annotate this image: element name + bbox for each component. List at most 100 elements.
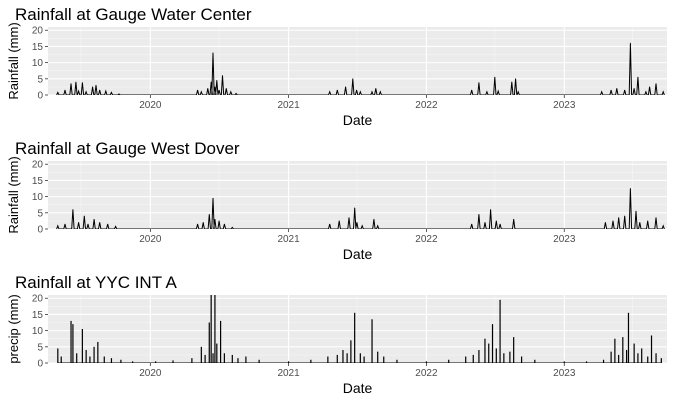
data-point: [78, 90, 79, 92]
data-point: [72, 209, 74, 210]
data-point: [64, 89, 66, 91]
data-point: [214, 218, 216, 220]
data-point: [618, 217, 620, 219]
chart-svg: Rainfall at Gauge Water Center0510152020…: [6, 5, 667, 128]
data-point: [105, 90, 107, 92]
data-point: [81, 82, 83, 84]
data-bar: [191, 358, 193, 363]
data-bar: [633, 343, 635, 363]
data-point: [218, 89, 220, 91]
data-point: [111, 92, 112, 93]
y-axis-label: precip (mm): [6, 294, 21, 363]
chart-title: Rainfall at YYC INT A: [15, 273, 178, 292]
data-bar: [97, 341, 99, 363]
data-point: [352, 78, 354, 80]
data-bar: [223, 353, 225, 363]
data-bar: [448, 359, 450, 363]
y-tick-label: 10: [32, 192, 44, 203]
y-tick-label: 20: [32, 26, 44, 37]
plot-marks: [57, 295, 662, 363]
data-point: [78, 222, 79, 223]
data-bar: [363, 356, 365, 363]
data-point: [478, 214, 480, 215]
data-bar: [131, 361, 134, 363]
data-bar: [231, 354, 233, 363]
data-point: [629, 42, 631, 44]
data-point: [624, 89, 626, 91]
plot-background: [48, 295, 667, 363]
data-point: [210, 81, 212, 83]
x-tick-label: 2022: [415, 100, 438, 111]
data-point: [345, 86, 347, 88]
y-tick-label: 10: [32, 326, 44, 337]
data-point: [70, 83, 72, 85]
chart-title: Rainfall at Gauge West Dover: [15, 139, 240, 158]
y-tick-label: 0: [37, 225, 43, 236]
data-point: [624, 215, 626, 217]
data-bar: [383, 356, 385, 363]
data-point: [115, 226, 117, 227]
data-bar: [70, 320, 72, 363]
data-bar: [219, 320, 222, 363]
data-bar: [110, 358, 113, 363]
data-point: [202, 222, 204, 223]
data-point: [214, 86, 216, 88]
x-tick-label: 2021: [277, 100, 300, 111]
plot-marks: [56, 42, 665, 95]
data-point: [329, 223, 331, 225]
data-bar: [534, 359, 536, 363]
data-point: [197, 223, 198, 225]
data-point: [610, 89, 612, 91]
data-bar: [208, 322, 210, 363]
data-bar: [93, 346, 95, 363]
data-bar: [287, 361, 290, 363]
data-point: [207, 88, 209, 89]
data-point: [494, 76, 496, 78]
data-point: [212, 197, 214, 199]
data-point: [231, 226, 233, 228]
data-bar: [499, 299, 501, 363]
y-tick-label: 10: [32, 58, 44, 69]
data-bar: [513, 337, 515, 363]
data-bar: [425, 361, 428, 363]
data-bar: [346, 353, 348, 363]
data-bar: [641, 348, 643, 363]
y-tick-label: 15: [32, 42, 44, 53]
x-tick-label: 2021: [277, 234, 300, 245]
data-bar: [465, 356, 467, 363]
chart-panel-water-center: Rainfall at Gauge Water Center 0 5 10 15 20 20…: [0, 0, 683, 134]
data-point: [225, 88, 227, 89]
data-point: [605, 222, 606, 223]
y-tick-label: 5: [37, 74, 43, 85]
data-point: [495, 220, 497, 222]
data-bar: [81, 329, 83, 363]
data-point: [356, 222, 358, 223]
x-tick-label: 2022: [415, 234, 438, 245]
data-bar: [60, 356, 62, 363]
x-tick-label: 2020: [139, 100, 162, 111]
data-point: [329, 91, 331, 93]
data-point: [515, 78, 516, 80]
chart-svg: Rainfall at Gauge West Dover051015202020…: [6, 139, 667, 262]
x-tick-label: 2023: [553, 234, 576, 245]
data-bar: [622, 337, 624, 363]
data-bar: [520, 356, 523, 363]
chart-panel-yyc-int-a: Rainfall at YYC INT A 0 5 10 15 20 2020 2021 202…: [0, 268, 683, 402]
data-point: [338, 220, 340, 222]
x-tick-label: 2020: [139, 234, 162, 245]
data-bar: [625, 350, 628, 363]
y-tick-label: 5: [37, 208, 43, 219]
data-bar: [359, 353, 361, 363]
x-tick-label: 2021: [277, 368, 300, 379]
data-bar: [212, 353, 214, 363]
data-point: [511, 81, 513, 83]
data-bar: [637, 353, 639, 363]
data-bar: [216, 343, 218, 363]
data-point: [107, 223, 109, 225]
data-bar: [627, 312, 630, 363]
plot-background: [48, 161, 667, 229]
data-point: [601, 91, 603, 93]
y-tick-label: 20: [32, 160, 44, 171]
y-tick-label: 15: [32, 176, 44, 187]
